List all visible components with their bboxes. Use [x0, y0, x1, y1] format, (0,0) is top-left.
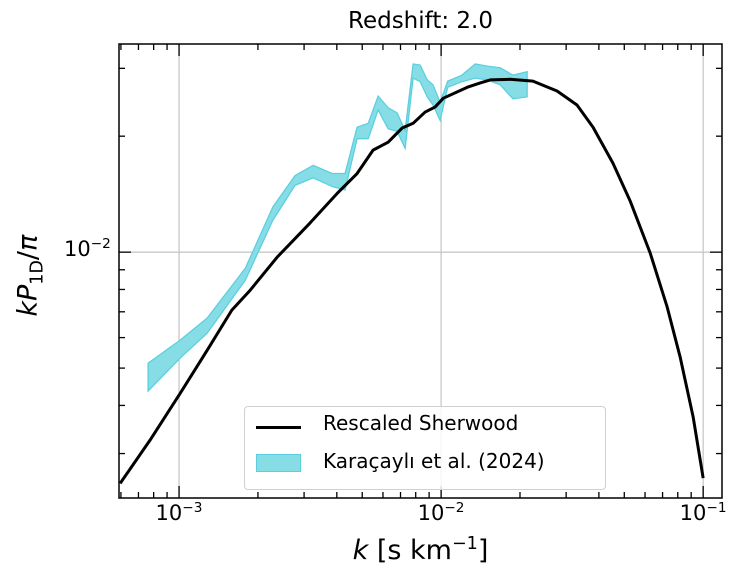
karacayli-band	[147, 63, 528, 393]
axes-frame	[118, 43, 723, 499]
x-label-unit: [s km	[368, 535, 452, 566]
x-axis-label: k [s km−1]	[119, 534, 722, 566]
tick-exponent: −2	[444, 500, 465, 516]
y-axis-label: kP1D/π	[12, 206, 47, 346]
sherwood-line	[118, 77, 705, 485]
x-label-k: k	[352, 535, 369, 566]
y-label-kp: kP	[12, 284, 44, 317]
tick-exponent: −1	[706, 500, 727, 516]
x-label-end: ]	[477, 535, 489, 566]
tick-base: 10	[679, 501, 707, 525]
tick-base: 10	[64, 236, 91, 261]
x-tick-label: 10−3	[156, 500, 203, 525]
x-label-exp: −1	[451, 534, 478, 554]
tick-exponent: −2	[90, 235, 111, 252]
x-tick-label: 10−2	[418, 500, 465, 525]
legend: Rescaled Sherwood Karaçaylı et al. (2024…	[244, 406, 606, 490]
y-label-pi: π	[12, 234, 44, 251]
x-tick-label: 10−1	[680, 500, 727, 525]
tick-exponent: −3	[182, 500, 203, 516]
tick-base: 10	[155, 501, 183, 525]
legend-band-swatch	[256, 454, 301, 472]
legend-label-karacayli: Karaçaylı et al. (2024)	[323, 449, 545, 473]
tick-base: 10	[417, 501, 445, 525]
legend-label-sherwood: Rescaled Sherwood	[323, 411, 519, 435]
chart-title: Redshift: 2.0	[348, 8, 493, 34]
y-label-slash: /	[12, 250, 44, 261]
y-label-sub: 1D	[27, 260, 48, 285]
legend-line-swatch	[256, 426, 301, 429]
y-tick-label: 10−2	[64, 236, 111, 261]
